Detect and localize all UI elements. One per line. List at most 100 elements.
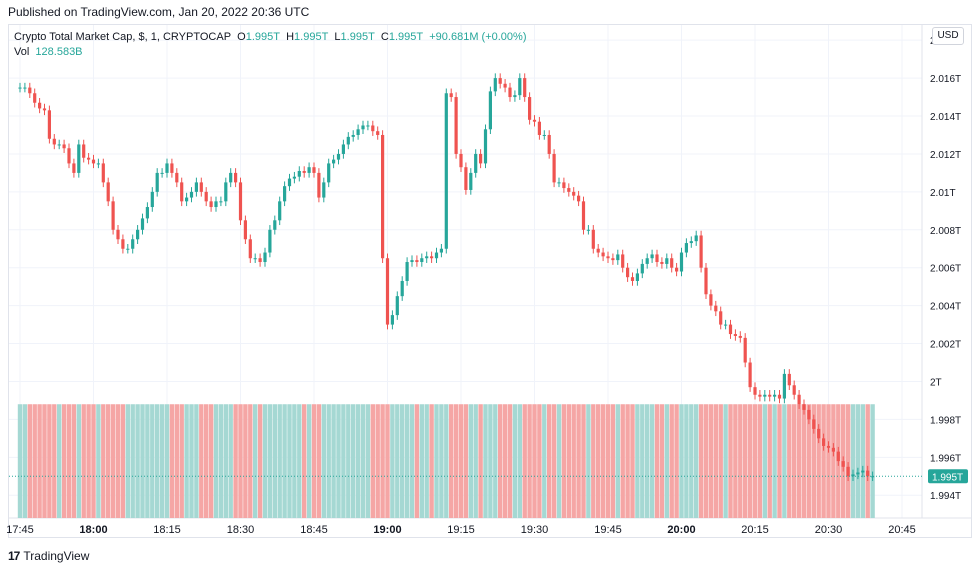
volume-bar <box>649 404 655 518</box>
symbol-title[interactable]: Crypto Total Market Cap, $, 1, CRYPTOCAP <box>14 31 232 43</box>
candle-body <box>861 470 865 473</box>
volume-bar <box>449 404 454 518</box>
candle-body <box>469 172 473 190</box>
x-tick-label: 17:45 <box>6 524 34 536</box>
volume-bar <box>801 404 807 518</box>
volume-bar <box>326 404 331 518</box>
candle-body <box>145 207 149 219</box>
candle-body <box>665 258 669 264</box>
candle-body <box>768 394 772 397</box>
volume-bar <box>272 404 277 518</box>
currency-button[interactable]: USD <box>932 27 964 45</box>
volume-bar <box>204 404 209 518</box>
candle-body <box>753 387 757 395</box>
candle-body <box>596 248 600 253</box>
volume-bar <box>458 404 464 518</box>
y-tick-label: 2.006T <box>930 264 961 275</box>
candle-body <box>425 256 429 259</box>
volume-bar <box>37 404 42 518</box>
volume-bar <box>703 404 709 518</box>
volume-bar <box>110 404 116 518</box>
volume-bar <box>424 404 429 518</box>
volume-bar <box>762 404 767 518</box>
volume-bar <box>346 404 351 518</box>
x-tick-label: 18:15 <box>153 524 181 536</box>
volume-bar <box>243 404 248 518</box>
candle-body <box>802 404 806 410</box>
volume-bar <box>302 404 307 518</box>
volume-bar <box>135 404 140 518</box>
x-tick-label: 19:15 <box>447 524 475 536</box>
volume-bar <box>390 404 395 518</box>
volume-bar <box>659 404 665 518</box>
candle-body <box>91 159 96 164</box>
tradingview-logo-icon: 17 <box>8 549 20 563</box>
volume-bar <box>145 404 150 518</box>
candle-body <box>42 108 47 111</box>
volume-bar <box>708 404 714 518</box>
candle-body <box>258 258 262 263</box>
volume-bar <box>723 404 728 518</box>
volume-bar <box>101 404 106 518</box>
candle-body <box>679 252 684 272</box>
volume-bar <box>654 404 660 518</box>
candle-body <box>577 195 581 202</box>
x-tick-label: 18:30 <box>227 524 255 536</box>
volume-bar <box>248 404 253 518</box>
candle-body <box>866 470 870 477</box>
volume-bar <box>380 404 385 518</box>
volume-bar <box>125 404 130 518</box>
change-value: +90.681M (+0.00%) <box>429 31 527 43</box>
candle-body <box>376 131 380 135</box>
candle-body <box>537 121 541 135</box>
low-value: 1.995T <box>340 31 375 43</box>
volume-bar <box>321 404 326 518</box>
candle-body <box>709 294 713 306</box>
candle-body <box>626 267 630 278</box>
volume-bar <box>253 404 258 518</box>
low-label: L <box>334 31 341 43</box>
y-tick-label: 1.994T <box>930 491 961 502</box>
candle-body <box>214 201 218 208</box>
candle-body <box>33 93 37 103</box>
candle-body <box>420 258 424 263</box>
x-tick-label: 19:00 <box>373 524 401 536</box>
y-tick-label: 1.998T <box>930 415 961 426</box>
candle-body <box>728 324 733 335</box>
candle-body <box>248 239 252 259</box>
candle-body <box>155 172 159 192</box>
candle-body <box>199 182 203 192</box>
y-tick-label: 2.014T <box>930 112 961 123</box>
candle-body <box>655 254 659 263</box>
volume-bar <box>453 404 459 518</box>
volume-bar <box>586 404 591 518</box>
candle-body <box>273 220 277 230</box>
candle-body <box>253 258 257 260</box>
candle-body <box>302 171 306 173</box>
candle-body <box>694 235 698 242</box>
candle-body <box>782 373 786 399</box>
candle-body <box>121 239 125 249</box>
candle-body <box>57 144 61 146</box>
volume-bar <box>106 404 111 518</box>
volume-bar <box>199 404 204 518</box>
candle-body <box>351 134 355 137</box>
volume-bar <box>787 404 792 518</box>
candle-body <box>508 87 512 98</box>
candle-body <box>62 144 66 149</box>
volume-bar <box>189 404 194 518</box>
candle-body <box>851 474 855 477</box>
footer-brand[interactable]: 17 TradingView <box>8 549 89 563</box>
y-tick-label: 2.008T <box>930 226 961 237</box>
x-tick-label: 19:30 <box>521 524 549 536</box>
chart-frame[interactable] <box>8 24 972 538</box>
candle-body <box>488 91 492 130</box>
volume-bar <box>757 404 763 518</box>
volume-bar <box>576 404 581 518</box>
x-tick-label: 18:45 <box>300 524 328 536</box>
candle-body <box>797 394 801 405</box>
volume-bar <box>640 404 645 518</box>
volume-bar <box>57 404 62 518</box>
volume-bar <box>375 404 380 518</box>
